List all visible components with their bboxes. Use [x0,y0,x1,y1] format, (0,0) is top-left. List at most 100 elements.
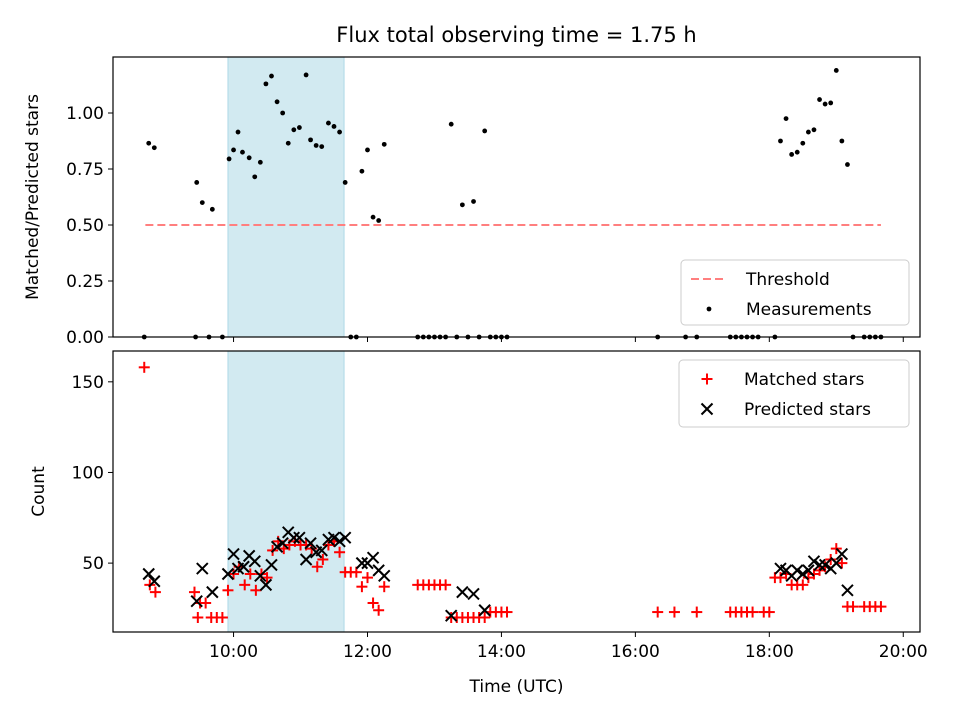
x-tick-label: 16:00 [611,642,660,662]
legend-measurement-swatch [706,306,712,312]
count-y-tick-label: 150 [72,373,104,393]
measurement-point [342,180,348,185]
predicted-star-point [293,531,306,544]
predicted-star-point [227,547,240,561]
x-axis-label: Time (UTC) [469,677,564,697]
predicted-star-point [802,564,815,577]
matched-star-point [244,568,256,580]
measurement-point [285,140,291,146]
predicted-star-point [835,547,849,561]
predicted-star-point [355,556,369,570]
predicted-star-point [338,531,352,544]
measurement-point [297,125,302,130]
matched-star-point [440,579,452,591]
measurement-point [146,140,152,146]
count-y-tick-label: 50 [82,554,104,574]
measurement-point [337,129,342,135]
matched-star-point [311,561,323,573]
matched-star-point [836,557,848,569]
matched-star-point [875,601,887,613]
measurement-point [805,129,811,135]
measurement-point [231,147,236,153]
count-panel-frame [112,350,921,633]
measurement-point [308,137,313,143]
matched-star-point [322,539,334,551]
predicted-star-point [378,569,391,583]
x-tick-label: 12:00 [343,642,392,662]
measurement-point [326,120,331,126]
predicted-star-point [841,584,854,597]
measurement-point [833,68,839,73]
predicted-star-point [366,551,380,564]
x-tick-label: 18:00 [745,642,794,662]
matched-star-point [479,611,491,623]
predicted-star-point [299,553,313,566]
measurement-point [151,145,157,151]
matched-star-point [361,572,373,584]
ratio-legend: Threshold Measurements [680,259,910,326]
predicted-star-point [818,558,832,572]
legend-predicted-swatch [700,402,714,416]
predicted-star-point [791,564,804,577]
measurement-point [822,101,828,107]
matched-star-point [216,611,228,623]
legend-matched-swatch [701,373,713,385]
predicted-star-point [315,544,328,557]
measurement-point [845,162,850,167]
count-y-ticks: 50 100 150 [72,373,113,574]
count-y-axis-label: Count [29,466,49,517]
ratio-y-tick-label: 0.00 [66,328,104,348]
predicted-star-point [796,567,810,581]
measurement-point [811,127,817,133]
measurement-point [246,155,252,161]
matched-star-point [239,579,251,591]
predicted-star-point [142,567,155,581]
matched-star-point [222,584,234,596]
predicted-star-point [190,594,203,608]
matched-star-point [501,606,513,618]
matched-star-point [373,604,385,616]
legend-box [680,259,910,326]
measurement-point [199,200,205,206]
measurement-point [257,159,263,165]
measurement-point [319,144,325,150]
predicted-star-point [248,555,261,568]
x-tick-label: 14:00 [477,642,526,662]
x-tick-label: 20:00 [879,642,928,662]
matched-star-point [774,572,786,584]
predicted-star-point [265,558,278,572]
measurement-point [778,138,783,144]
measurement-point [794,149,800,155]
matched-star-point [802,572,814,584]
measurement-point [226,156,232,162]
predicted-star-point [444,609,458,622]
measurement-point [789,152,795,157]
measurement-point [252,174,258,180]
measurement-point [263,81,269,87]
legend-label: Predicted stars [744,400,871,420]
predicted-star-point [813,558,826,572]
measurement-point [303,72,309,78]
matched-star-point [334,546,346,558]
matched-star-point [763,606,775,618]
matched-star-point [825,553,837,565]
predicted-star-point [807,555,821,568]
matched-star-point [200,597,212,609]
observing-span-top [227,56,345,338]
legend-label: Measurements [746,300,872,320]
measurement-point [331,124,337,129]
measurement-point [381,141,387,147]
predicted-star-point [287,531,301,544]
measurement-point [370,214,376,220]
count-x-ticks: 10:00 12:00 14:00 16:00 18:00 20:00 [209,632,928,662]
legend-label: Threshold [745,270,830,290]
measurement-point [359,168,365,174]
measurement-point [291,127,297,133]
predicted-star-point [237,560,250,573]
measurement-point [274,99,280,105]
measurement-point [280,110,286,116]
measurement-point [376,218,382,223]
measurement-point [839,138,845,144]
measurement-point [448,121,454,127]
